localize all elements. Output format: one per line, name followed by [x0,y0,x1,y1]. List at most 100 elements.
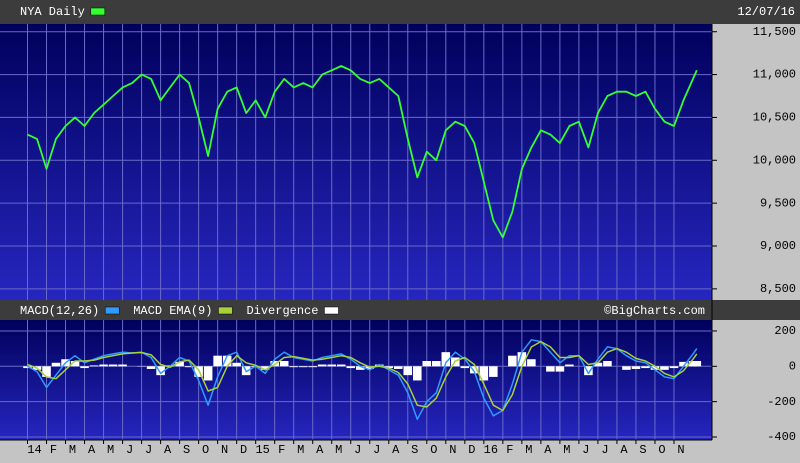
y-tick-label: 200 [774,324,796,338]
macd-line [27,340,698,412]
x-tick-label: A [392,443,400,457]
x-tick-label: S [183,443,190,457]
legend-label: MACD EMA(9) [133,304,212,318]
divergence-bar [603,361,612,367]
divergence-bar [260,366,270,370]
y-tick-label: 0 [789,359,796,373]
legend-swatch [104,306,120,315]
x-tick-label: F [50,443,57,457]
divergence-bar [289,366,298,368]
divergence-bar [692,361,702,367]
x-tick-label: A [544,443,552,457]
divergence-bar [593,362,603,367]
y-tick-label: -200 [767,395,796,409]
x-tick-label: M [525,443,532,457]
price-panel [0,24,712,300]
x-tick-label: J [373,443,380,457]
x-tick-label: N [677,443,684,457]
divergence-bar [118,364,127,367]
header-bar [0,300,800,320]
divergence-bar [489,366,498,377]
x-tick-label: D [240,443,247,457]
header-bar [0,0,800,24]
divergence-bar [317,364,327,367]
credit: ©BigCharts.com [604,304,705,318]
divergence-bar [527,359,536,367]
date-label: 12/07/16 [737,5,795,19]
y-tick-label: 10,000 [753,153,796,167]
y-tick-label: 9,000 [760,239,796,253]
x-tick-label: 16 [484,443,498,457]
legend-swatch [324,306,339,315]
price-line [27,65,698,239]
divergence-bar [213,355,222,367]
y-tick-label: 11,000 [753,68,796,82]
macd-panel [0,320,712,440]
divergence-bar [413,366,422,381]
x-tick-label: F [278,443,285,457]
x-tick-label: A [316,443,324,457]
legend-label: MACD(12,26) [20,304,99,318]
divergence-bar [23,366,32,369]
divergence-bar [346,366,356,369]
divergence-bar [222,355,232,367]
divergence-bar [42,366,51,377]
divergence-bar [279,361,289,367]
y-tick-label: 10,500 [753,111,796,125]
divergence-bar [308,366,317,368]
divergence-bar [175,361,184,367]
x-tick-label: M [563,443,570,457]
divergence-bar [374,364,384,367]
divergence-bar [203,366,213,381]
divergence-bar [641,366,650,369]
divergence-bar [679,361,688,367]
y-tick-label: 9,500 [760,196,796,210]
legend-swatch [218,306,233,315]
divergence-bar [479,366,489,381]
divergence-bar [546,366,555,372]
x-tick-label: A [88,443,96,457]
x-tick-label: J [601,443,608,457]
divergence-bar [89,365,99,367]
x-tick-label: O [430,443,437,457]
divergence-bar [460,366,470,369]
divergence-bar [184,366,194,368]
x-tick-label: 15 [255,443,269,457]
divergence-bar [80,366,89,369]
divergence-bar [403,366,413,376]
divergence-bar [146,366,156,369]
x-tick-label: M [69,443,76,457]
divergence-bar [650,366,660,370]
divergence-bar [565,364,574,367]
divergence-bar [108,364,118,367]
x-tick-label: S [639,443,646,457]
y-tick-label: -400 [767,430,796,444]
divergence-bar [99,364,108,367]
divergence-bar [298,366,308,368]
x-tick-label: J [126,443,133,457]
divergence-bar [555,366,565,372]
divergence-bar [631,366,641,369]
divergence-bar [422,361,432,367]
x-tick-label: 14 [27,443,41,457]
legend-swatch [90,7,106,16]
divergence-bar [51,362,61,367]
divergence-bar [70,361,80,367]
x-tick-label: N [221,443,228,457]
divergence-bar [336,364,346,367]
x-tick-label: O [202,443,209,457]
x-tick-label: D [468,443,475,457]
y-tick-label: 8,500 [760,282,796,296]
divergence-bar [622,366,631,370]
x-tick-label: J [582,443,589,457]
divergence-bar [327,364,337,367]
x-tick-label: F [506,443,513,457]
x-tick-label: A [620,443,628,457]
divergence-bar [669,366,679,369]
x-tick-label: N [449,443,456,457]
divergence-bar [441,352,451,367]
divergence-bar [584,366,593,376]
divergence-bar [384,366,394,369]
x-tick-label: A [164,443,172,457]
